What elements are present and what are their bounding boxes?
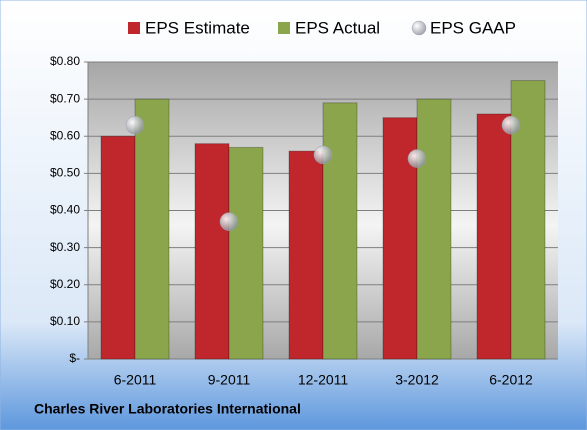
bar bbox=[416, 98, 452, 360]
footer: Charles River Laboratories International bbox=[34, 401, 301, 417]
y-tick-label: $0.40 bbox=[50, 203, 80, 217]
legend-label: EPS GAAP bbox=[430, 18, 516, 37]
x-tick-label: 6-2012 bbox=[489, 372, 533, 388]
gaap-point bbox=[313, 145, 333, 165]
x-tick-label: 9-2011 bbox=[208, 372, 251, 388]
bar bbox=[194, 143, 230, 360]
y-tick-label: $0.60 bbox=[50, 128, 80, 142]
y-tick-label: $0.70 bbox=[50, 91, 80, 105]
y-tick-label: $0.20 bbox=[50, 277, 80, 291]
legend-label: EPS Estimate bbox=[145, 18, 250, 37]
bar bbox=[288, 150, 324, 360]
gaap-point bbox=[407, 149, 427, 168]
legend-swatch bbox=[278, 22, 290, 34]
bar bbox=[100, 135, 136, 360]
bar bbox=[476, 113, 512, 360]
gaap-point bbox=[501, 115, 521, 135]
legend-swatch bbox=[128, 22, 140, 34]
bar bbox=[228, 146, 264, 360]
x-tick-label: 3-2012 bbox=[395, 372, 439, 388]
y-tick-label: $0.50 bbox=[50, 166, 80, 180]
legend-label: EPS Actual bbox=[295, 18, 380, 37]
gaap-point bbox=[125, 115, 145, 135]
y-tick-label: $0.30 bbox=[50, 240, 80, 254]
y-tick-label: $0.10 bbox=[50, 314, 80, 328]
legend-swatch bbox=[411, 20, 427, 36]
x-tick-label: 6-2011 bbox=[114, 372, 157, 388]
y-tick-label: $0.80 bbox=[50, 54, 80, 68]
bar bbox=[134, 98, 170, 360]
x-tick-label: 12-2011 bbox=[298, 372, 349, 388]
gaap-point bbox=[219, 212, 239, 231]
bar bbox=[322, 102, 358, 360]
y-tick-label: $- bbox=[69, 351, 80, 365]
